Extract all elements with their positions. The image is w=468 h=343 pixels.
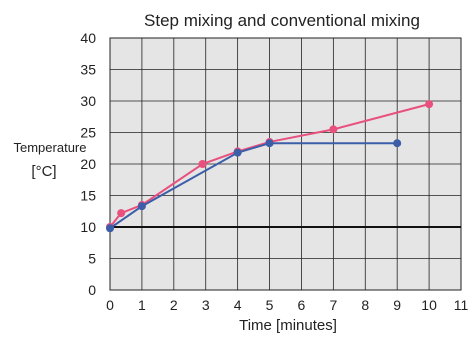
y-tick-label: 10 <box>80 219 96 235</box>
y-tick-label: 35 <box>80 62 96 78</box>
x-tick-label: 7 <box>329 297 337 313</box>
y-tick-label: 5 <box>88 251 96 267</box>
x-tick-label: 3 <box>202 297 210 313</box>
series-1-point <box>117 209 126 218</box>
y-axis-label-line1: Temperature <box>14 140 87 155</box>
x-tick-labels: 0 1 2 3 4 5 6 7 8 9 10 11 <box>106 297 468 313</box>
series-2-point <box>233 148 242 157</box>
x-tick-label: 5 <box>266 297 274 313</box>
series-2-point <box>137 202 146 211</box>
grid-lines <box>109 37 462 291</box>
x-tick-label: 0 <box>106 297 114 313</box>
y-tick-label: 40 <box>80 30 96 46</box>
y-tick-label: 20 <box>80 156 96 172</box>
series-1-point <box>198 160 207 168</box>
y-tick-labels: 0 5 10 15 20 25 30 35 40 <box>80 30 96 298</box>
x-tick-label: 10 <box>421 297 437 313</box>
series-group <box>106 100 434 233</box>
chart-title: Step mixing and conventional mixing <box>144 11 420 30</box>
x-tick-label: 9 <box>393 297 401 313</box>
series-2-point <box>265 139 274 148</box>
x-tick-label: 1 <box>138 297 146 313</box>
y-tick-label: 25 <box>80 125 96 141</box>
y-axis-label-line2: [°C] <box>31 163 56 180</box>
x-tick-label: 2 <box>170 297 178 313</box>
x-tick-label: 8 <box>361 297 369 313</box>
y-tick-label: 30 <box>80 93 96 109</box>
x-tick-label: 4 <box>234 297 242 313</box>
y-tick-label: 0 <box>88 282 96 298</box>
y-tick-label: 15 <box>80 188 96 204</box>
series-2-point <box>106 224 114 233</box>
x-axis-label: Time [minutes] <box>239 317 337 334</box>
x-tick-label: 11 <box>454 297 468 313</box>
series-1-point <box>329 125 338 134</box>
series-1-point <box>425 100 434 109</box>
x-tick-label: 6 <box>298 297 306 313</box>
series-2-point <box>393 139 402 148</box>
